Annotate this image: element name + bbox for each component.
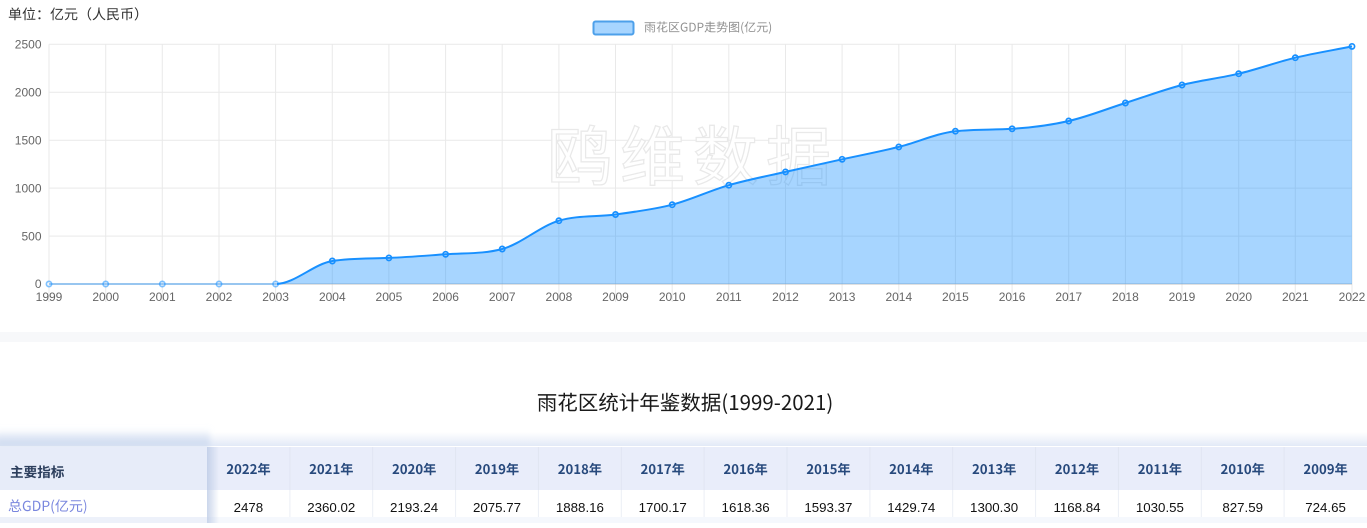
svg-text:2000: 2000 <box>92 290 119 304</box>
svg-text:500: 500 <box>21 229 41 243</box>
svg-text:2002: 2002 <box>206 290 233 304</box>
svg-text:2500: 2500 <box>15 38 42 52</box>
svg-text:2019: 2019 <box>1169 290 1196 304</box>
svg-text:1618.36: 1618.36 <box>722 500 770 515</box>
svg-text:2021: 2021 <box>1282 290 1309 304</box>
svg-text:1429.74: 1429.74 <box>887 500 935 515</box>
svg-text:2006: 2006 <box>432 290 459 304</box>
svg-text:2005: 2005 <box>376 290 403 304</box>
svg-text:2360.02: 2360.02 <box>307 500 355 515</box>
svg-text:1888.16: 1888.16 <box>556 500 604 515</box>
svg-text:2013: 2013 <box>829 290 856 304</box>
svg-text:2015: 2015 <box>942 290 969 304</box>
svg-text:1300.30: 1300.30 <box>970 500 1018 515</box>
svg-text:2075.77: 2075.77 <box>473 500 521 515</box>
svg-text:2012: 2012 <box>772 290 799 304</box>
svg-text:2478: 2478 <box>234 500 264 515</box>
svg-text:2009: 2009 <box>602 290 629 304</box>
svg-text:2011: 2011 <box>716 290 742 304</box>
svg-text:2017: 2017 <box>1055 290 1082 304</box>
svg-text:0: 0 <box>35 277 42 291</box>
svg-text:724.65: 724.65 <box>1305 500 1346 515</box>
svg-text:2004: 2004 <box>319 290 346 304</box>
svg-text:1168.84: 1168.84 <box>1053 500 1100 515</box>
svg-text:1593.37: 1593.37 <box>804 500 852 515</box>
svg-text:2022: 2022 <box>1339 290 1366 304</box>
svg-text:2018: 2018 <box>1112 290 1139 304</box>
svg-text:1500: 1500 <box>15 133 42 147</box>
svg-text:2007: 2007 <box>489 290 516 304</box>
svg-text:827.59: 827.59 <box>1222 500 1263 515</box>
svg-text:2003: 2003 <box>262 290 289 304</box>
svg-text:2008: 2008 <box>546 290 573 304</box>
svg-text:1030.55: 1030.55 <box>1136 500 1184 515</box>
svg-text:2010: 2010 <box>659 290 686 304</box>
svg-text:2016: 2016 <box>999 290 1026 304</box>
svg-text:1999: 1999 <box>36 290 63 304</box>
svg-text:2014: 2014 <box>885 290 912 304</box>
svg-text:2193.24: 2193.24 <box>390 500 438 515</box>
svg-text:1700.17: 1700.17 <box>639 500 687 515</box>
svg-text:2020: 2020 <box>1225 290 1252 304</box>
svg-text:2001: 2001 <box>149 290 176 304</box>
svg-text:2000: 2000 <box>15 85 42 99</box>
svg-text:1000: 1000 <box>15 181 42 195</box>
